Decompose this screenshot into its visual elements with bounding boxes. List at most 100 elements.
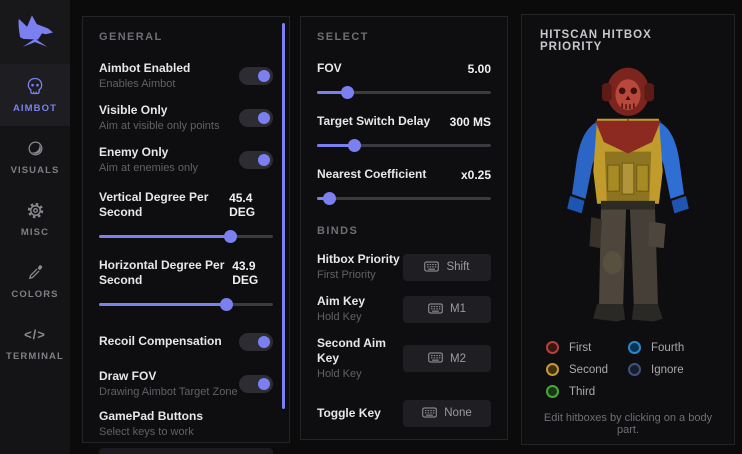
bind-button-second-aim-key[interactable]: M2: [403, 345, 491, 373]
setting-label: GamePad Buttons: [99, 408, 204, 423]
slider-label: Nearest Coefficient: [317, 167, 427, 181]
legend-item-first: First: [546, 341, 628, 354]
character-model: [540, 57, 716, 337]
toggle-knob: [258, 335, 270, 348]
slider-value: 5.00: [467, 61, 491, 76]
bind-hitbox-priority: Hitbox Priority First Priority Shift: [317, 252, 491, 282]
binds-title: BINDS: [317, 225, 359, 237]
bind-label: Hitbox Priority: [317, 252, 400, 266]
select-title: SELECT: [317, 31, 369, 43]
general-panel: GENERAL Aimbot Enabled Enables Aimbot Vi…: [82, 16, 290, 454]
bind-sub: Hold Key: [317, 368, 362, 381]
setting-gamepad-buttons: GamePad Buttons Select keys to work Left…: [99, 409, 273, 454]
eyedropper-icon: [26, 262, 45, 282]
sidebar-label-terminal: TERMINAL: [6, 351, 64, 362]
toggle-knob: [258, 70, 270, 83]
toggle-knob: [258, 154, 270, 167]
slider-knob[interactable]: [323, 192, 337, 205]
hitbox-head[interactable]: [595, 67, 661, 154]
setting-recoil-compensation: Recoil Compensation: [99, 332, 273, 351]
keyboard-icon: [422, 406, 437, 421]
skull-icon: [25, 76, 45, 96]
setting-sub: Enables Aimbot: [99, 78, 176, 90]
sidebar-item-aimbot[interactable]: AIMBOT: [0, 64, 70, 126]
sidebar-item-misc[interactable]: MISC: [0, 188, 70, 250]
sidebar-label-colors: COLORS: [11, 289, 59, 300]
setting-horizontal-dps: Horizontal Degree Per Second 43.9 DEG: [99, 258, 273, 311]
bind-sub: Hold Key: [317, 311, 362, 324]
sidebar-item-colors[interactable]: COLORS: [0, 250, 70, 312]
slider-value: 43.9 DEG: [232, 258, 259, 287]
sidebar: AIMBOT VISUALS MISC: [0, 0, 70, 454]
setting-label: Enemy Only: [99, 145, 169, 160]
setting-nearest-coefficient: Nearest Coefficient x0.25: [317, 167, 491, 205]
slider-target-switch-delay[interactable]: [317, 139, 491, 152]
bind-second-aim-key: Second Aim Key Hold Key M2: [317, 336, 491, 381]
sidebar-item-terminal[interactable]: </> TERMINAL: [0, 312, 70, 374]
legend-item-third: Third: [546, 385, 628, 398]
sidebar-label-visuals: VISUALS: [10, 165, 60, 176]
slider-nearest-coefficient[interactable]: [317, 192, 491, 205]
toggle-aimbot-enabled[interactable]: [239, 67, 273, 86]
slider-label: Horizontal Degree Per Second: [99, 257, 225, 287]
legend-item-fourth: Fourth: [628, 341, 710, 354]
setting-enemy-only: Enemy Only Aim at enemies only: [99, 145, 273, 175]
setting-sub: Aim at enemies only: [99, 162, 199, 175]
slider-knob[interactable]: [220, 297, 234, 311]
general-title: GENERAL: [99, 31, 163, 43]
setting-target-switch-delay: Target Switch Delay 300 MS: [317, 114, 491, 152]
legend-item-second: Second: [546, 363, 628, 376]
slider-knob[interactable]: [347, 139, 361, 152]
setting-draw-fov: Draw FOV Drawing Aimbot Target Zone: [99, 369, 273, 399]
sidebar-label-aimbot: AIMBOT: [12, 103, 58, 114]
hitbox-arms[interactable]: [567, 120, 689, 214]
slider-knob[interactable]: [223, 229, 237, 243]
bind-label: Second Aim Key: [317, 336, 386, 366]
setting-label: Recoil Compensation: [99, 334, 222, 349]
gear-icon: [26, 200, 45, 220]
slider-fov[interactable]: [317, 86, 491, 99]
bind-toggle-key: Toggle Key None: [317, 399, 491, 427]
select-panel: SELECT FOV 5.00 Target Switch Delay 300 …: [300, 16, 508, 440]
setting-sub: Aim at visible only points: [99, 120, 220, 133]
sidebar-label-misc: MISC: [20, 227, 50, 238]
slider-knob[interactable]: [340, 86, 354, 99]
slider-value: x0.25: [460, 167, 491, 182]
hitbox-footer-hint: Edit hitboxes by clicking on a body part…: [543, 412, 713, 436]
slider-value: 45.4 DEG: [229, 190, 256, 219]
sidebar-nav: AIMBOT VISUALS MISC: [0, 64, 70, 374]
setting-sub: Drawing Aimbot Target Zone: [99, 385, 238, 398]
bind-label: Toggle Key: [317, 405, 381, 420]
setting-aimbot-enabled: Aimbot Enabled Enables Aimbot: [99, 61, 273, 91]
slider-horizontal-dps[interactable]: [99, 297, 273, 311]
toggle-enemy-only[interactable]: [239, 151, 273, 170]
toggle-visible-only[interactable]: [239, 109, 273, 128]
sidebar-item-visuals[interactable]: VISUALS: [0, 126, 70, 188]
gamepad-buttons-dropdown[interactable]: Left Trigger, Right Trigger: [99, 447, 273, 454]
hitbox-legs[interactable]: [589, 208, 666, 322]
lens-icon: [26, 138, 45, 158]
keyboard-icon: [424, 260, 440, 275]
bind-button-toggle-key[interactable]: None: [403, 399, 491, 427]
legend-ring-second: [546, 363, 559, 376]
bind-key: None: [444, 407, 472, 420]
code-icon: </>: [24, 326, 46, 342]
bind-key: M2: [450, 352, 466, 365]
setting-label: Visible Only: [99, 103, 168, 118]
wolf-icon: [18, 15, 53, 47]
toggle-draw-fov[interactable]: [239, 374, 273, 393]
legend-ring-ignore: [628, 363, 641, 376]
setting-fov: FOV 5.00: [317, 61, 491, 99]
scrollbar[interactable]: [282, 23, 285, 409]
bind-button-aim-key[interactable]: M1: [403, 295, 491, 323]
slider-vertical-dps[interactable]: [99, 229, 273, 243]
bind-button-hitbox-priority[interactable]: Shift: [403, 253, 491, 281]
hitbox-title: HITSCAN HITBOX PRIORITY: [540, 29, 652, 53]
toggle-recoil-compensation[interactable]: [239, 332, 273, 351]
bind-sub: First Priority: [317, 269, 376, 281]
toggle-knob: [258, 112, 270, 125]
bind-key: M1: [450, 303, 466, 316]
slider-label: Vertical Degree Per Second: [99, 189, 209, 219]
setting-label: Draw FOV: [99, 368, 157, 383]
slider-value: 300 MS: [449, 114, 491, 129]
